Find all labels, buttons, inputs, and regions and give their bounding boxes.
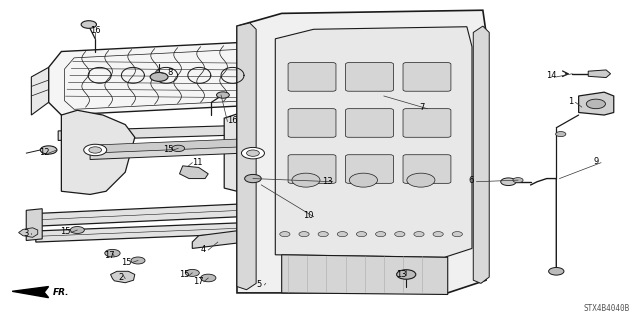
FancyBboxPatch shape (288, 63, 336, 91)
Circle shape (81, 21, 97, 28)
Polygon shape (282, 255, 448, 294)
Polygon shape (19, 228, 38, 237)
Circle shape (216, 92, 229, 98)
Polygon shape (244, 174, 275, 191)
Polygon shape (36, 202, 275, 226)
Text: STX4B4040B: STX4B4040B (584, 304, 630, 313)
Text: 16: 16 (227, 116, 238, 125)
Circle shape (292, 173, 320, 187)
Text: 4: 4 (200, 245, 205, 254)
Polygon shape (90, 144, 243, 160)
FancyBboxPatch shape (288, 155, 336, 183)
Circle shape (452, 232, 463, 237)
Polygon shape (90, 139, 243, 153)
Polygon shape (179, 166, 208, 179)
Polygon shape (61, 110, 135, 195)
Polygon shape (473, 26, 489, 283)
FancyBboxPatch shape (403, 63, 451, 91)
Polygon shape (31, 67, 49, 115)
Text: 13: 13 (323, 177, 333, 186)
Text: 11: 11 (192, 158, 203, 167)
Circle shape (246, 150, 259, 156)
Text: 8: 8 (167, 68, 173, 77)
Circle shape (433, 232, 444, 237)
Polygon shape (192, 225, 291, 249)
Text: 10: 10 (303, 211, 314, 220)
Circle shape (318, 232, 328, 237)
Circle shape (349, 173, 378, 187)
Circle shape (280, 232, 290, 237)
Text: 17: 17 (193, 277, 204, 286)
Text: 9: 9 (593, 157, 598, 166)
Circle shape (500, 178, 516, 186)
FancyBboxPatch shape (346, 109, 394, 137)
Polygon shape (12, 286, 49, 298)
Polygon shape (36, 221, 275, 242)
Text: 3: 3 (24, 229, 29, 238)
Circle shape (172, 145, 184, 152)
Polygon shape (266, 199, 288, 233)
Text: 14: 14 (546, 71, 556, 80)
Polygon shape (275, 27, 472, 257)
FancyBboxPatch shape (403, 155, 451, 183)
Circle shape (185, 269, 199, 276)
Circle shape (556, 131, 566, 137)
Polygon shape (58, 124, 269, 140)
Circle shape (244, 174, 261, 183)
Circle shape (299, 232, 309, 237)
Text: 6: 6 (468, 176, 474, 185)
Circle shape (414, 232, 424, 237)
Polygon shape (237, 23, 256, 290)
Circle shape (407, 173, 435, 187)
Polygon shape (588, 70, 611, 78)
Circle shape (200, 274, 216, 282)
Circle shape (356, 232, 367, 237)
Circle shape (89, 147, 102, 153)
Circle shape (131, 257, 145, 264)
Circle shape (150, 72, 168, 81)
FancyBboxPatch shape (288, 109, 336, 137)
Circle shape (586, 99, 605, 109)
Polygon shape (111, 271, 135, 283)
Circle shape (397, 270, 416, 279)
Circle shape (40, 146, 57, 154)
Text: FR.: FR. (53, 288, 70, 297)
Circle shape (337, 232, 348, 237)
Text: 15: 15 (179, 270, 189, 279)
Polygon shape (246, 277, 282, 291)
FancyBboxPatch shape (346, 155, 394, 183)
Circle shape (241, 147, 264, 159)
Text: 15: 15 (61, 227, 71, 236)
FancyBboxPatch shape (403, 109, 451, 137)
FancyBboxPatch shape (346, 63, 394, 91)
Circle shape (376, 232, 386, 237)
Polygon shape (26, 209, 42, 241)
Text: 2: 2 (118, 273, 124, 282)
Circle shape (84, 144, 107, 156)
Text: 13: 13 (396, 270, 406, 279)
Text: 7: 7 (419, 103, 425, 112)
Polygon shape (237, 10, 486, 293)
Text: 5: 5 (257, 279, 262, 288)
Text: 17: 17 (104, 251, 115, 260)
Circle shape (548, 268, 564, 275)
Text: 15: 15 (121, 257, 132, 267)
Circle shape (70, 226, 84, 234)
Polygon shape (224, 112, 285, 193)
Text: 16: 16 (90, 26, 100, 35)
Text: 15: 15 (163, 145, 173, 153)
Polygon shape (579, 92, 614, 115)
Polygon shape (49, 42, 275, 115)
Circle shape (105, 249, 120, 257)
Text: 12: 12 (39, 148, 49, 157)
Circle shape (513, 178, 523, 183)
Text: 1: 1 (568, 97, 573, 106)
Circle shape (395, 232, 405, 237)
